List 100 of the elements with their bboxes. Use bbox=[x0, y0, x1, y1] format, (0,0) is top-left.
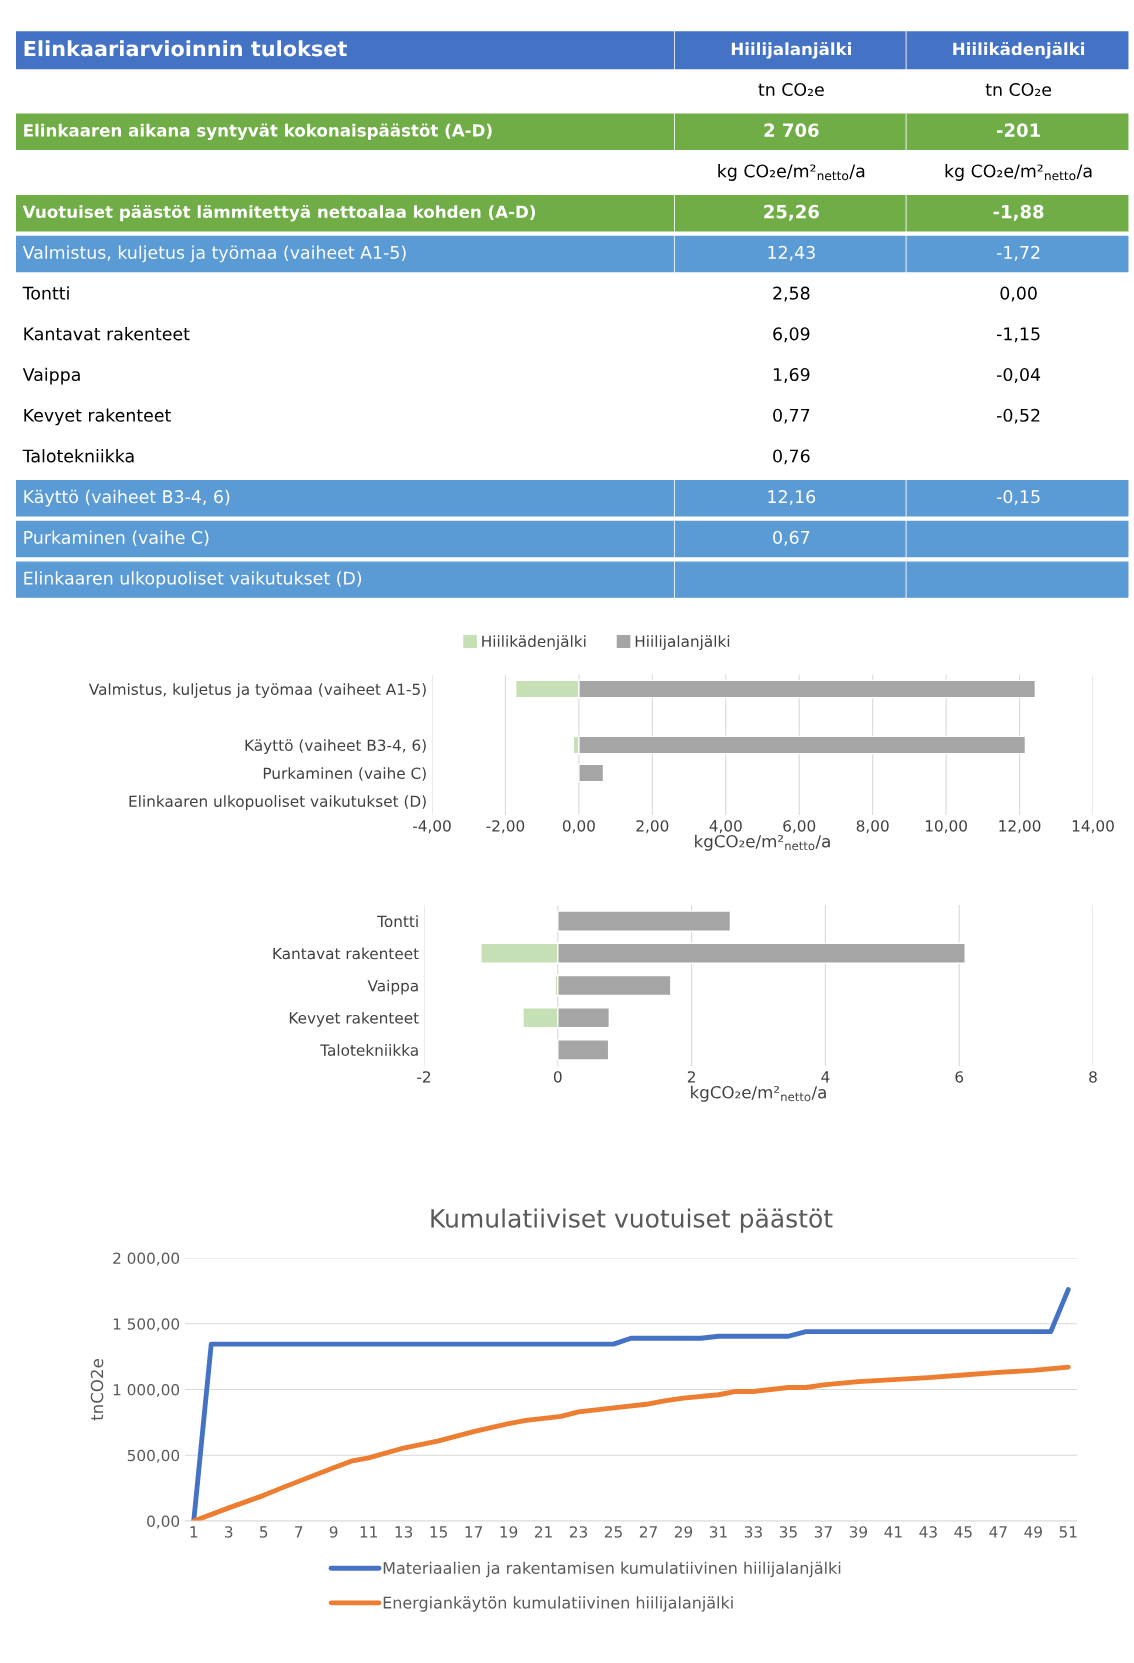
text: tn CO₂e bbox=[758, 82, 824, 97]
x-tick-label: 2 bbox=[687, 1071, 695, 1083]
y-tick-label: Vaippa bbox=[367, 979, 418, 995]
category-label: Hiilikädenjälki bbox=[953, 42, 1085, 59]
category-label: Talotekniikka bbox=[22, 449, 134, 463]
x-tick-label: 41 bbox=[884, 1526, 902, 1538]
x-tick-label: -2 bbox=[417, 1071, 431, 1083]
bar bbox=[557, 910, 732, 932]
text: 12,43 bbox=[768, 245, 815, 261]
line-series bbox=[191, 1364, 1071, 1521]
category-label: Purkaminen (vaihe C) bbox=[24, 530, 209, 547]
legend-label: Hiilijalanjälki bbox=[635, 635, 730, 651]
y-tick-label: 2 000,00 bbox=[113, 1252, 180, 1266]
x-tick-label: 21 bbox=[534, 1526, 552, 1538]
x-tick-label: 27 bbox=[639, 1526, 657, 1538]
y-tick-label: Käyttö (vaiheet B3-4, 6) bbox=[245, 739, 426, 754]
x-tick-label: 29 bbox=[674, 1526, 693, 1538]
x-tick-label: 31 bbox=[709, 1526, 727, 1538]
chart-title: Kumulatiiviset vuotuiset päästöt bbox=[431, 1208, 833, 1233]
x-tick-label: -2,00 bbox=[486, 820, 525, 834]
x-tick-label: 5 bbox=[260, 1526, 268, 1538]
x-tick-label: 6 bbox=[955, 1071, 964, 1083]
x-tick-label: 9 bbox=[329, 1526, 338, 1538]
text: 0,77 bbox=[773, 408, 810, 424]
x-axis-title: kgCO₂e/m²$_{netto}$/a bbox=[691, 1085, 826, 1102]
text: -201 bbox=[996, 123, 1040, 138]
text: 2 706 bbox=[764, 123, 819, 138]
text: -0,52 bbox=[996, 408, 1040, 424]
category-label: Elinkaaren aikana syntyvät kokonaispäästöt (A-D) bbox=[24, 123, 492, 141]
x-tick-label: 7 bbox=[295, 1526, 303, 1538]
text: -0,04 bbox=[996, 367, 1041, 383]
bar bbox=[578, 763, 605, 783]
text: -1,88 bbox=[993, 204, 1044, 221]
text: -1,72 bbox=[996, 245, 1040, 261]
legend-label: Energiankäytön kumulatiivinen hiilijalanjälki bbox=[383, 1596, 733, 1612]
x-tick-label: 0 bbox=[553, 1071, 562, 1083]
y-axis-title: tnCO2e bbox=[90, 1359, 104, 1421]
category-label: Hiilijalanjälki bbox=[731, 42, 851, 59]
category-label: Elinkaaren ulkopuoliset vaikutukset (D) bbox=[24, 571, 362, 589]
text: -1,15 bbox=[996, 327, 1040, 343]
bar bbox=[557, 974, 672, 997]
bar bbox=[557, 1039, 610, 1061]
x-tick-label: 8 bbox=[1089, 1071, 1097, 1083]
text: 2,58 bbox=[773, 286, 810, 302]
x-tick-label: 2,00 bbox=[636, 820, 669, 834]
x-tick-label: 43 bbox=[919, 1526, 937, 1538]
text: Elinkaariarvioinnin tulokset bbox=[24, 40, 347, 57]
text: 0,67 bbox=[773, 530, 810, 546]
x-tick-label: 51 bbox=[1059, 1526, 1077, 1538]
x-tick-label: -4,00 bbox=[412, 820, 451, 834]
x-tick-label: 1 bbox=[190, 1526, 198, 1538]
x-tick-label: 37 bbox=[814, 1526, 832, 1538]
x-tick-label: 4,00 bbox=[709, 820, 742, 834]
y-tick-label: Kevyet rakenteet bbox=[289, 1011, 419, 1027]
x-tick-label: 49 bbox=[1024, 1526, 1042, 1538]
category-label: Vuotuiset päästöt lämmitettyä nettoalaa kohden (A-D) bbox=[22, 204, 536, 222]
x-tick-label: 6,00 bbox=[783, 820, 816, 834]
category-label: Tontti bbox=[22, 286, 69, 300]
line-series bbox=[191, 1287, 1071, 1521]
x-tick-label: 14,00 bbox=[1072, 820, 1114, 834]
category-label: Kantavat rakenteet bbox=[24, 326, 190, 341]
text: 1,69 bbox=[773, 367, 810, 383]
y-tick-label: 1 000,00 bbox=[113, 1383, 180, 1398]
category-label: Vaippa bbox=[22, 367, 80, 385]
x-tick-label: 25 bbox=[604, 1526, 622, 1538]
category-label: Käyttö (vaiheet B3-4, 6) bbox=[24, 489, 230, 507]
x-tick-label: 13 bbox=[395, 1526, 413, 1538]
y-tick-label: Talotekniikka bbox=[320, 1044, 418, 1056]
y-tick-label: Kantavat rakenteet bbox=[273, 947, 419, 960]
x-tick-label: 19 bbox=[500, 1526, 518, 1538]
x-axis-title: kgCO₂e/m²$_{netto}$/a bbox=[695, 834, 830, 851]
x-tick-label: 10,00 bbox=[925, 820, 967, 834]
x-tick-label: 33 bbox=[744, 1526, 762, 1538]
x-tick-label: 11 bbox=[360, 1526, 377, 1538]
text: 25,26 bbox=[764, 204, 819, 221]
legend-label: Hiilikädenjälki bbox=[482, 635, 586, 651]
x-tick-label: 35 bbox=[779, 1526, 797, 1538]
legend-label: Materiaalien ja rakentamisen kumulatiivinen hiilijalanjälki bbox=[383, 1561, 841, 1578]
text: 6,09 bbox=[773, 327, 810, 343]
x-tick-label: 0,00 bbox=[562, 820, 595, 834]
text: tn CO₂e bbox=[985, 82, 1052, 97]
x-tick-label: 39 bbox=[849, 1526, 868, 1538]
text: -0,15 bbox=[996, 490, 1040, 506]
x-tick-label: 4 bbox=[821, 1071, 830, 1083]
x-tick-label: 45 bbox=[954, 1526, 972, 1538]
y-tick-label: Tontti bbox=[377, 915, 418, 928]
y-tick-label: 1 500,00 bbox=[113, 1318, 180, 1332]
x-tick-label: 15 bbox=[430, 1526, 447, 1538]
y-tick-label: Valmistus, kuljetus ja työmaa (vaiheet A1-5) bbox=[88, 683, 426, 698]
x-tick-label: 8,00 bbox=[856, 820, 889, 834]
y-tick-label: Elinkaaren ulkopuoliset vaikutukset (D) bbox=[129, 795, 426, 810]
text: 12,16 bbox=[768, 490, 816, 506]
text: kg CO₂e/m²$_{netto}$/a bbox=[718, 164, 865, 181]
text: kg CO₂e/m²$_{netto}$/a bbox=[945, 164, 1092, 181]
x-tick-label: 12,00 bbox=[999, 820, 1041, 834]
x-tick-label: 3 bbox=[225, 1526, 233, 1538]
y-tick-label: 500,00 bbox=[127, 1449, 180, 1463]
x-tick-label: 17 bbox=[465, 1526, 482, 1538]
x-tick-label: 23 bbox=[569, 1526, 588, 1538]
text: 0,76 bbox=[773, 449, 810, 465]
